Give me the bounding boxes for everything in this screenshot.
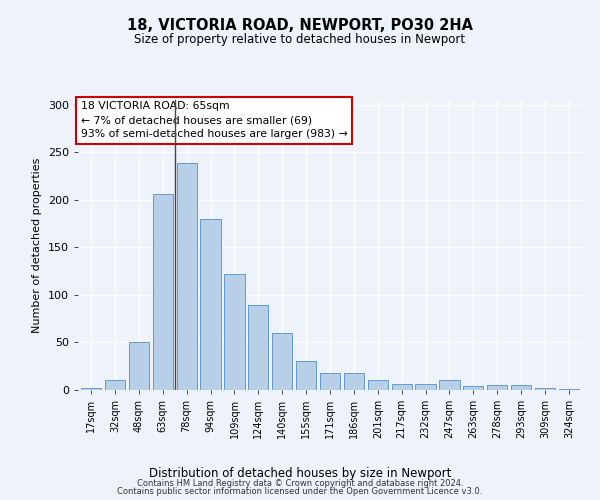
- Bar: [81, 388, 101, 390]
- Bar: [129, 342, 149, 390]
- Bar: [439, 380, 460, 390]
- Text: Contains public sector information licensed under the Open Government Licence v3: Contains public sector information licen…: [118, 487, 482, 496]
- Bar: [272, 333, 292, 390]
- Bar: [487, 385, 508, 390]
- Bar: [511, 385, 531, 390]
- Bar: [224, 274, 245, 390]
- Y-axis label: Number of detached properties: Number of detached properties: [32, 158, 42, 332]
- Text: 18 VICTORIA ROAD: 65sqm
← 7% of detached houses are smaller (69)
93% of semi-det: 18 VICTORIA ROAD: 65sqm ← 7% of detached…: [80, 102, 347, 140]
- Bar: [105, 380, 125, 390]
- Text: Contains HM Land Registry data © Crown copyright and database right 2024.: Contains HM Land Registry data © Crown c…: [137, 478, 463, 488]
- Bar: [368, 380, 388, 390]
- Bar: [320, 373, 340, 390]
- Text: Size of property relative to detached houses in Newport: Size of property relative to detached ho…: [134, 32, 466, 46]
- Text: Distribution of detached houses by size in Newport: Distribution of detached houses by size …: [149, 468, 451, 480]
- Bar: [535, 388, 555, 390]
- Bar: [248, 306, 268, 390]
- Bar: [344, 373, 364, 390]
- Bar: [463, 386, 484, 390]
- Bar: [296, 360, 316, 390]
- Bar: [152, 194, 173, 390]
- Text: 18, VICTORIA ROAD, NEWPORT, PO30 2HA: 18, VICTORIA ROAD, NEWPORT, PO30 2HA: [127, 18, 473, 32]
- Bar: [200, 219, 221, 390]
- Bar: [176, 163, 197, 390]
- Bar: [392, 384, 412, 390]
- Bar: [559, 389, 579, 390]
- Bar: [415, 384, 436, 390]
